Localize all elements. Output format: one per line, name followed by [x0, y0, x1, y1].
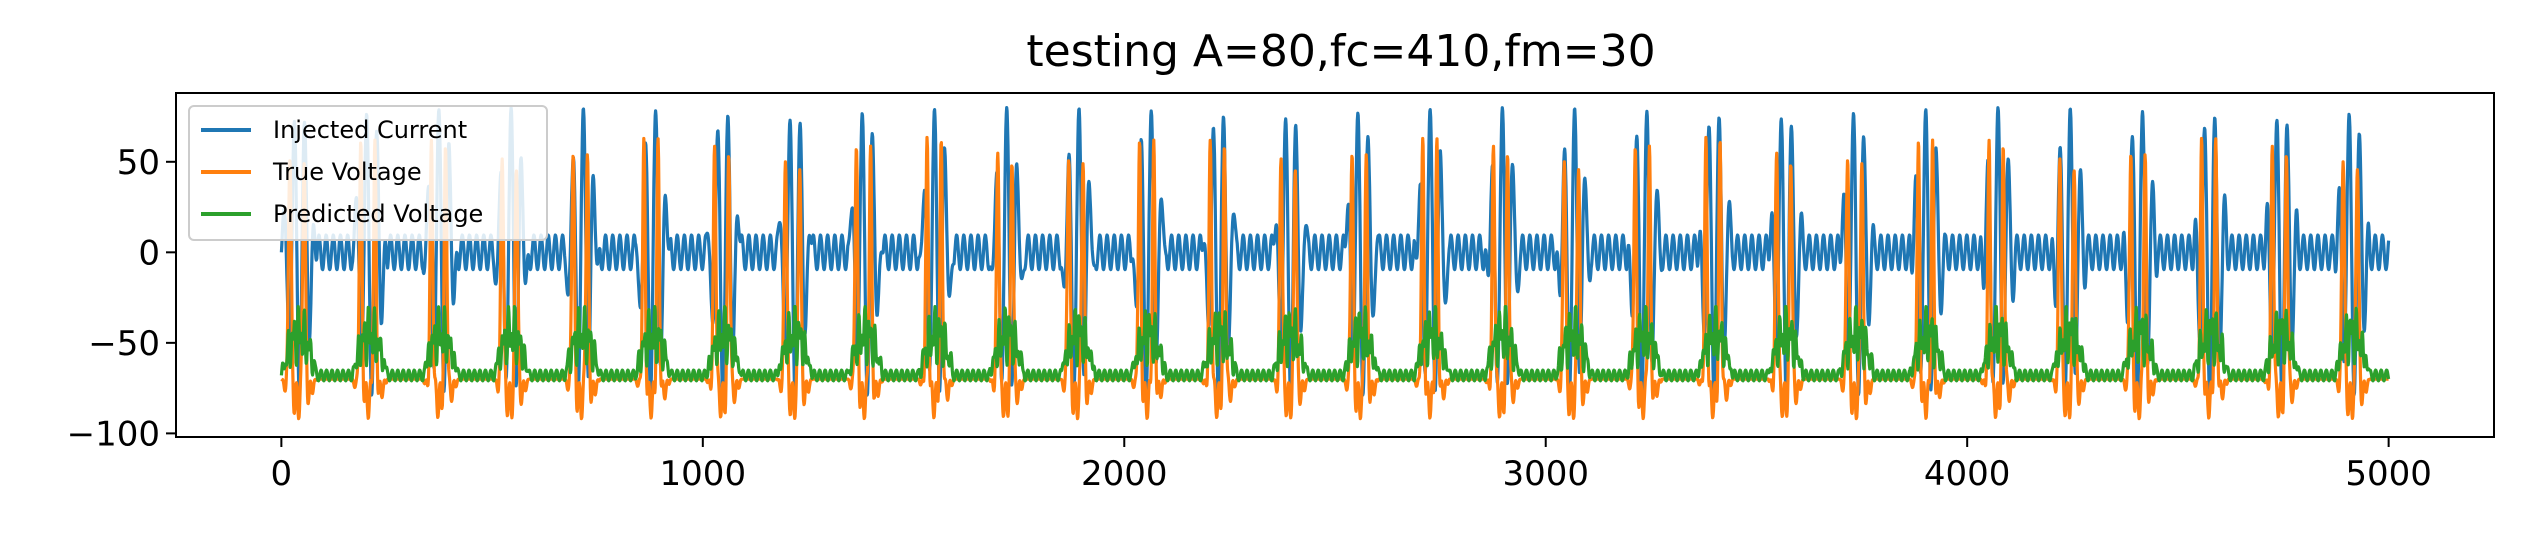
- legend-label: Predicted Voltage: [273, 200, 483, 228]
- y-tick-label: 0: [138, 233, 160, 273]
- legend-box: [188, 105, 548, 241]
- y-tick-label: 50: [117, 143, 160, 183]
- x-tick-label: 1000: [660, 454, 747, 494]
- series-line-3: [279, 305, 2391, 383]
- x-tick-label: 0: [271, 454, 293, 494]
- y-axis: −100 −50 0 50: [67, 143, 176, 454]
- legend: Injected Current True Voltage Predicted Vo…: [188, 105, 548, 241]
- legend-label: True Voltage: [272, 158, 422, 186]
- plot-area: [175, 92, 2495, 438]
- x-tick-label: 3000: [1502, 454, 1589, 494]
- legend-label: Injected Current: [273, 116, 467, 144]
- chart-title: testing A=80,fc=410,fm=30: [1026, 26, 1655, 77]
- x-axis: 0 1000 2000 3000 4000 5000: [271, 437, 2432, 494]
- y-tick-label: −100: [67, 414, 160, 454]
- y-tick-label: −50: [88, 324, 160, 364]
- x-tick-label: 2000: [1081, 454, 1168, 494]
- axes-frame: [175, 92, 2495, 438]
- series-line-1: [279, 106, 2391, 399]
- x-tick-label: 5000: [2345, 454, 2432, 494]
- x-tick-label: 4000: [1924, 454, 2011, 494]
